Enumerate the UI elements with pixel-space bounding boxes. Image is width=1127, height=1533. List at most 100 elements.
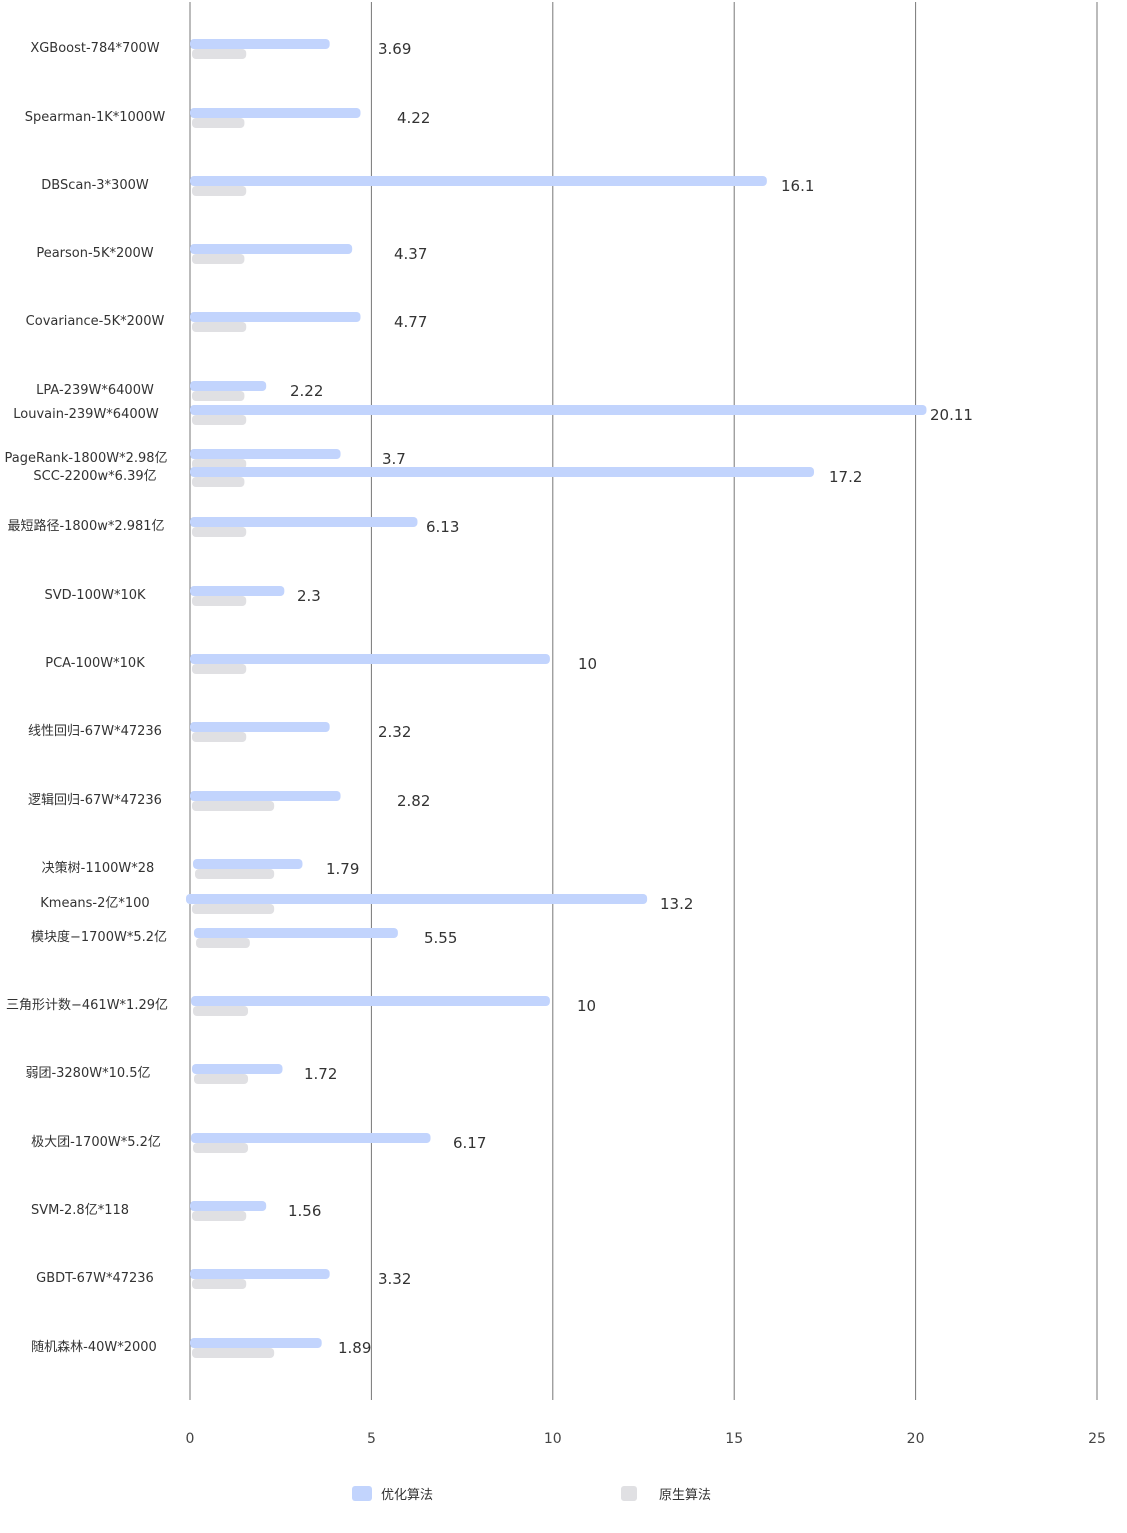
category-label: SVM-2.8亿*118 [31, 1203, 129, 1218]
bar-native [192, 732, 247, 742]
category-label: Spearman-1K*1000W [25, 110, 166, 125]
bar-native [192, 527, 247, 537]
bar-optimized [190, 312, 361, 322]
bar-optimized [191, 996, 550, 1006]
category-label: XGBoost-784*700W [30, 41, 159, 56]
category-label: 弱团-3280W*10.5亿 [25, 1066, 150, 1081]
bar-optimized [190, 1269, 330, 1279]
grid-lines [189, 2, 1098, 1400]
bar-native [194, 1074, 249, 1084]
value-label: 1.79 [326, 860, 359, 878]
category-label: DBScan-3*300W [41, 178, 149, 193]
bar-optimized [190, 405, 927, 415]
value-label: 1.89 [338, 1339, 371, 1357]
x-tick-label: 5 [367, 1431, 376, 1447]
bar-native [192, 1211, 247, 1221]
bar-optimized [190, 791, 341, 801]
bar-optimized [192, 1064, 283, 1074]
value-label: 20.11 [930, 406, 973, 424]
value-label: 2.32 [378, 723, 411, 741]
bar-native [192, 186, 247, 196]
x-tick-label: 15 [725, 1431, 743, 1447]
category-label: 随机森林-40W*2000 [31, 1340, 157, 1355]
bar-optimized [190, 176, 767, 186]
value-label: 17.2 [829, 468, 862, 486]
bar-optimized [190, 654, 550, 664]
value-label: 4.77 [394, 313, 427, 331]
bar-optimized [190, 381, 267, 391]
category-label: Louvain-239W*6400W [13, 407, 159, 422]
bar-native [193, 1143, 249, 1153]
bar-optimized [190, 586, 285, 596]
category-label: Covariance-5K*200W [26, 314, 165, 329]
x-tick-label: 10 [544, 1431, 562, 1447]
category-label: Pearson-5K*200W [36, 246, 153, 261]
bar-native [192, 459, 247, 469]
category-label: GBDT-67W*47236 [36, 1271, 154, 1286]
category-label: SVD-100W*10K [44, 588, 146, 603]
bar-native [192, 391, 245, 401]
value-label: 13.2 [660, 895, 693, 913]
legend: 优化算法 原生算法 [352, 1486, 711, 1503]
value-label: 4.37 [394, 245, 427, 263]
category-label: PCA-100W*10K [45, 656, 145, 671]
legend-swatch-optimized [352, 1486, 372, 1501]
value-label: 10 [577, 997, 596, 1015]
category-label: 逻辑回归-67W*47236 [28, 793, 162, 808]
category-label: 模块度−1700W*5.2亿 [31, 929, 167, 945]
legend-swatch-native [621, 1486, 637, 1501]
bar-optimized [190, 517, 418, 527]
bar-optimized [190, 39, 330, 49]
bar-native [192, 322, 247, 332]
bar-native [192, 664, 247, 674]
bars [186, 39, 927, 1358]
bar-native [196, 938, 250, 948]
bar-optimized [190, 449, 341, 459]
category-label: 三角形计数−461W*1.29亿 [6, 998, 168, 1013]
bar-optimized [190, 1338, 322, 1348]
x-tick-label: 20 [907, 1431, 925, 1447]
value-labels: 3.69 4.22 16.1 4.37 4.77 2.22 20.11 3.7 17.2 6.13… [288, 40, 973, 1357]
bar-native [192, 801, 275, 811]
x-tick-label: 0 [186, 1431, 195, 1447]
bar-optimized [186, 894, 648, 904]
value-label: 5.55 [424, 929, 457, 947]
bar-optimized [193, 859, 303, 869]
legend-label-optimized: 优化算法 [381, 1488, 433, 1503]
legend-label-native: 原生算法 [659, 1488, 711, 1503]
category-label: 极大团-1700W*5.2亿 [31, 1135, 161, 1150]
category-label: LPA-239W*6400W [36, 383, 154, 398]
bar-optimized [194, 928, 398, 938]
value-label: 3.69 [378, 40, 411, 58]
value-label: 2.3 [297, 587, 321, 605]
bar-native [192, 1279, 247, 1289]
value-label: 16.1 [781, 177, 814, 195]
value-label: 2.82 [397, 792, 430, 810]
category-label: PageRank-1800W*2.98亿 [4, 451, 167, 466]
value-label: 4.22 [397, 109, 430, 127]
bar-optimized [191, 1133, 431, 1143]
bar-native [192, 254, 245, 264]
bar-native [192, 477, 245, 487]
bar-native [192, 596, 247, 606]
bar-optimized [190, 108, 361, 118]
value-label: 3.7 [382, 450, 406, 468]
x-axis-ticks: 0 5 10 15 20 25 [186, 1431, 1106, 1447]
bar-optimized [190, 244, 353, 254]
category-label: 决策树-1100W*28 [42, 860, 155, 876]
bar-native [192, 415, 247, 425]
value-label: 1.56 [288, 1202, 321, 1220]
bar-optimized [190, 1201, 267, 1211]
bar-optimized [190, 467, 815, 477]
value-label: 6.17 [453, 1134, 486, 1152]
value-label: 6.13 [426, 518, 459, 536]
bar-optimized [190, 722, 330, 732]
bar-native [192, 904, 275, 914]
category-label: 最短路径-1800w*2.981亿 [7, 518, 164, 534]
category-label: SCC-2200w*6.39亿 [33, 469, 156, 484]
bar-native [192, 1348, 275, 1358]
bar-native [192, 49, 247, 59]
value-label: 3.32 [378, 1270, 411, 1288]
value-label: 1.72 [304, 1065, 337, 1083]
